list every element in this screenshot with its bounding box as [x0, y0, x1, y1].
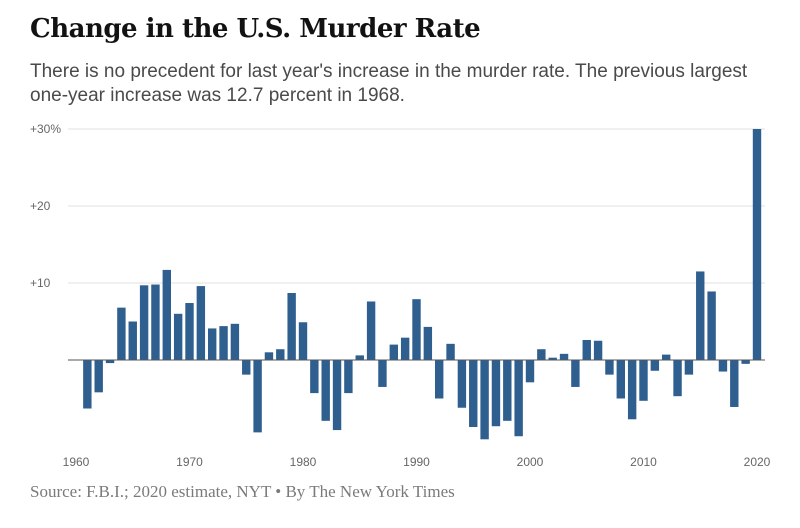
bar-1994	[457, 360, 467, 408]
bar-1963	[105, 360, 115, 364]
bar-2013	[673, 360, 682, 397]
x-tick-label: 1980	[290, 455, 317, 469]
bar-1965	[128, 321, 137, 360]
bar-1964	[117, 307, 126, 360]
bar-2007	[605, 360, 614, 375]
y-tick-label: +10	[30, 276, 51, 290]
bar-1974	[230, 323, 240, 360]
bar-2011	[650, 360, 660, 371]
bar-1984	[344, 360, 353, 394]
bar-1970	[185, 303, 194, 360]
bar-2006	[593, 340, 603, 360]
bar-1987	[378, 360, 387, 387]
bar-chart: +10 +20 +30% 1960 1970 1980 1990 2000 2010 2020	[30, 122, 771, 469]
bar-1977	[264, 352, 274, 360]
bar-1961	[83, 360, 92, 409]
bar-1988	[389, 344, 398, 360]
bar-2020	[752, 129, 762, 360]
bar-1981	[310, 360, 319, 394]
bar-1962	[94, 360, 103, 393]
x-tick-label: 2020	[744, 455, 771, 469]
bar-1975	[242, 360, 251, 375]
bar-1996	[480, 360, 489, 440]
bar-1998	[503, 360, 512, 421]
bar-1966	[139, 285, 149, 360]
bars	[83, 129, 762, 440]
bar-2018	[730, 360, 739, 407]
bar-2016	[707, 291, 716, 360]
bar-1995	[469, 360, 478, 427]
bar-2015	[696, 271, 705, 360]
bar-2002	[548, 357, 557, 360]
bar-2019	[741, 360, 750, 364]
bar-2017	[718, 360, 728, 372]
bar-1980	[298, 322, 308, 360]
bar-2008	[616, 360, 625, 399]
source-credit: Source: F.B.I.; 2020 estimate, NYT • By …	[30, 482, 455, 501]
bar-1997	[491, 360, 501, 427]
y-tick-label: +30%	[30, 122, 61, 136]
bar-1982	[321, 360, 330, 421]
bar-1990	[412, 299, 421, 360]
bar-1991	[423, 326, 433, 360]
bar-2000	[525, 360, 535, 383]
chart-title: Change in the U.S. Murder Rate	[30, 14, 481, 44]
x-tick-label: 1960	[63, 455, 90, 469]
bar-1992	[435, 360, 444, 399]
gridlines	[68, 128, 765, 284]
bar-1986	[366, 301, 376, 360]
y-axis-labels: +10 +20 +30%	[30, 122, 61, 290]
bar-2001	[537, 349, 546, 360]
bar-1993	[446, 343, 455, 360]
chart-subtitle: There is no precedent for last year's in…	[30, 61, 748, 106]
bar-2010	[639, 360, 648, 401]
x-axis-labels: 1960 1970 1980 1990 2000 2010 2020	[63, 455, 771, 469]
bar-2012	[662, 354, 671, 360]
bar-1989	[400, 337, 410, 360]
x-tick-label: 1990	[403, 455, 430, 469]
bar-1985	[355, 355, 364, 360]
bar-1983	[332, 360, 342, 431]
bar-1971	[196, 286, 206, 360]
x-tick-label: 2010	[630, 455, 657, 469]
bar-2005	[582, 339, 591, 360]
bar-2004	[571, 360, 580, 387]
bar-2014	[684, 360, 694, 375]
bar-1976	[253, 360, 262, 433]
bar-1973	[219, 326, 228, 360]
bar-1968	[162, 269, 171, 360]
bar-1969	[173, 313, 183, 360]
bar-2003	[559, 353, 569, 360]
x-tick-label: 1970	[176, 455, 203, 469]
y-tick-label: +20	[30, 199, 51, 213]
bar-1967	[151, 284, 160, 360]
bar-2009	[627, 360, 637, 420]
x-tick-label: 2000	[517, 455, 544, 469]
bar-1978	[276, 349, 285, 360]
bar-1999	[514, 360, 523, 437]
bar-1979	[287, 293, 296, 360]
bar-1972	[208, 328, 217, 360]
